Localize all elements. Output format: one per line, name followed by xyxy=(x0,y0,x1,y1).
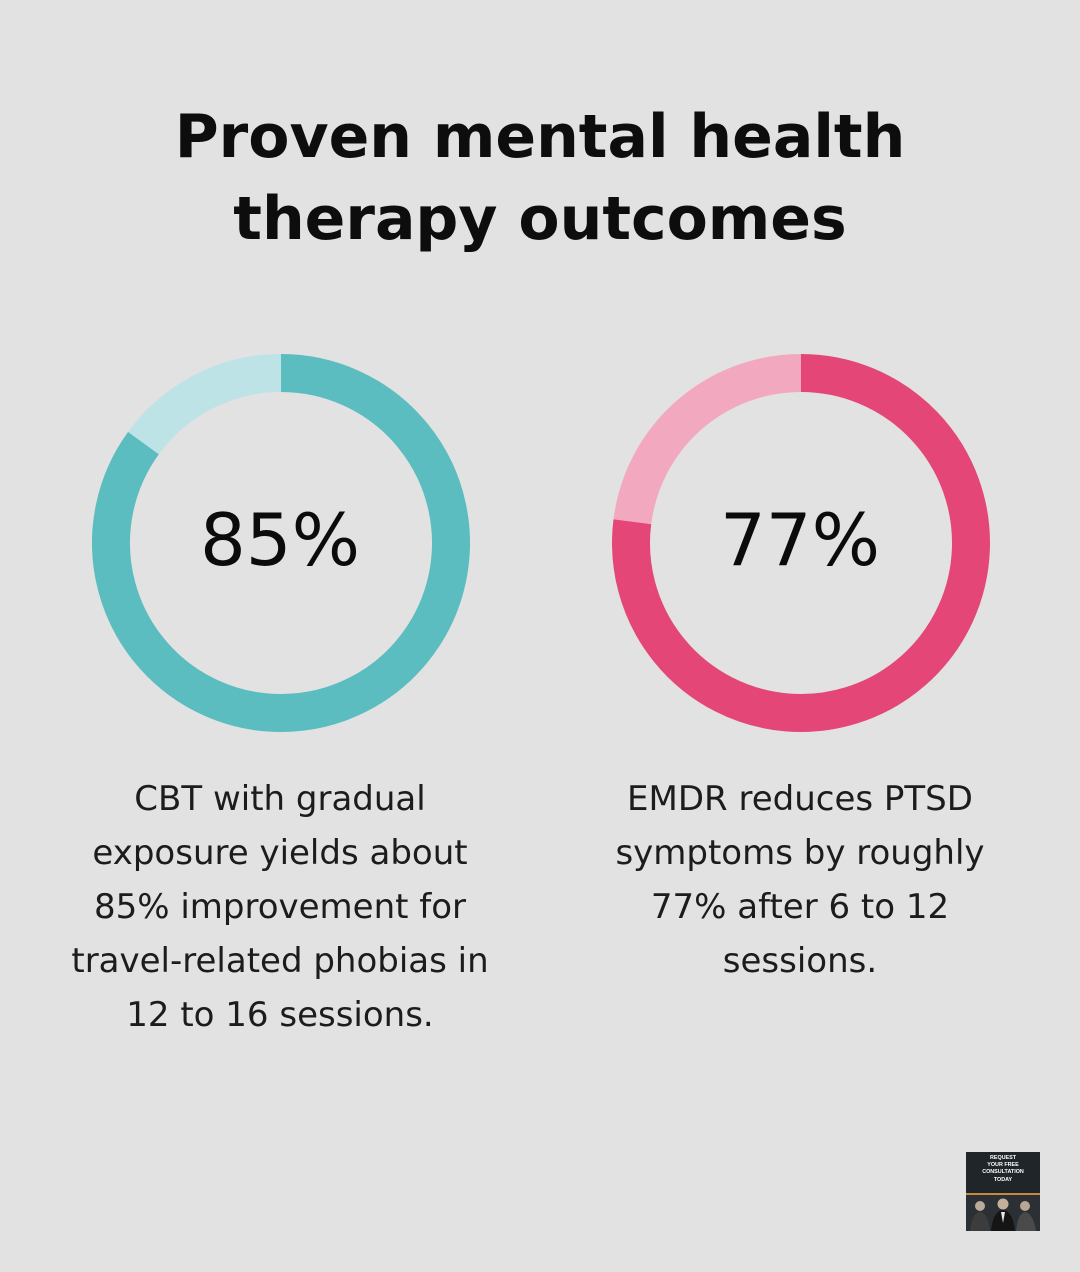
donut-chart-emdr xyxy=(612,354,990,732)
consultation-cta-badge[interactable]: REQUEST YOUR FREE CONSULTATION TODAY xyxy=(966,1152,1040,1231)
donut-slice-value xyxy=(92,354,470,732)
donut-card-cbt: 85% CBT with gradual exposure yields abo… xyxy=(71,352,489,1052)
donut-slice-remainder xyxy=(613,354,802,525)
donut-chart-cbt xyxy=(92,354,470,732)
donut-slice-remainder xyxy=(128,354,282,455)
team-photo-icon xyxy=(966,1195,1040,1231)
donut-value-label: 77% xyxy=(719,498,881,582)
donut-value-label: 85% xyxy=(199,498,361,582)
page-title: Proven mental health therapy outcomes xyxy=(174,102,906,254)
cta-accent-rule xyxy=(966,1193,1040,1195)
donut-slice-value xyxy=(612,354,990,732)
donut-caption: CBT with gradual exposure yields about 8… xyxy=(71,779,489,1035)
donut-card-emdr: 77% EMDR reduces PTSD symptoms by roughl… xyxy=(600,352,1000,1052)
cta-text: REQUEST YOUR FREE CONSULTATION TODAY xyxy=(982,1155,1024,1183)
donut-caption: EMDR reduces PTSD symptoms by roughly 77… xyxy=(615,779,985,981)
